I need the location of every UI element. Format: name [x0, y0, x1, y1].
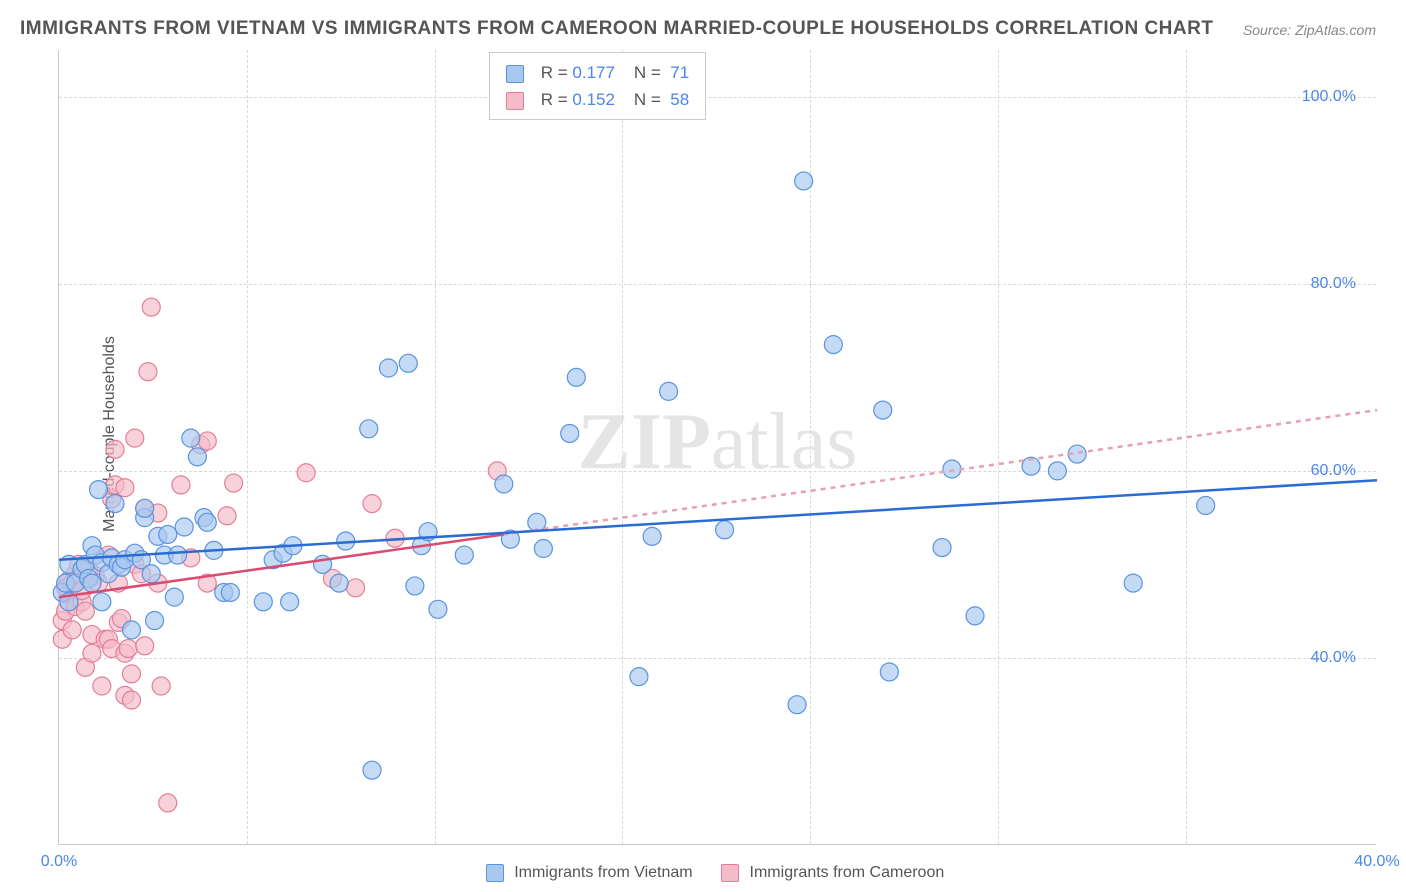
- data-point: [122, 621, 140, 639]
- data-point: [363, 761, 381, 779]
- data-point: [122, 691, 140, 709]
- data-point: [182, 429, 200, 447]
- data-point: [429, 600, 447, 618]
- data-point: [136, 499, 154, 517]
- y-tick-label: 80.0%: [1311, 275, 1356, 293]
- data-point: [660, 382, 678, 400]
- source-label: Source: ZipAtlas.com: [1243, 22, 1376, 38]
- scatter-plot: [59, 50, 1376, 844]
- data-point: [1197, 496, 1215, 514]
- data-point: [795, 172, 813, 190]
- data-point: [455, 546, 473, 564]
- data-point: [116, 479, 134, 497]
- data-point: [188, 448, 206, 466]
- data-point: [567, 368, 585, 386]
- y-tick-label: 60.0%: [1311, 462, 1356, 480]
- data-point: [218, 507, 236, 525]
- data-point: [106, 440, 124, 458]
- data-point: [136, 637, 154, 655]
- plot-area: ZIPatlas R = 0.177 N = 71 R = 0.152 N = …: [58, 50, 1376, 845]
- stats-row-a: R = 0.177 N = 71: [506, 59, 689, 86]
- stats-legend-box: R = 0.177 N = 71 R = 0.152 N = 58: [489, 52, 706, 120]
- data-point: [126, 429, 144, 447]
- chart-title: IMMIGRANTS FROM VIETNAM VS IMMIGRANTS FR…: [20, 18, 1213, 40]
- data-point: [142, 298, 160, 316]
- data-point: [254, 593, 272, 611]
- trend-line: [504, 410, 1377, 534]
- swatch-series-b: [721, 864, 739, 882]
- data-point: [943, 460, 961, 478]
- data-point: [146, 612, 164, 630]
- data-point: [106, 495, 124, 513]
- data-point: [380, 359, 398, 377]
- data-point: [716, 521, 734, 539]
- data-point: [90, 481, 108, 499]
- data-point: [225, 474, 243, 492]
- data-point: [152, 677, 170, 695]
- stats-row-b: R = 0.152 N = 58: [506, 86, 689, 113]
- data-point: [122, 665, 140, 683]
- data-point: [175, 518, 193, 536]
- data-point: [139, 363, 157, 381]
- data-point: [169, 546, 187, 564]
- data-point: [198, 513, 216, 531]
- data-point: [159, 525, 177, 543]
- data-point: [643, 527, 661, 545]
- data-point: [495, 475, 513, 493]
- data-point: [630, 668, 648, 686]
- data-point: [399, 354, 417, 372]
- data-point: [1124, 574, 1142, 592]
- data-point: [824, 336, 842, 354]
- data-point: [198, 432, 216, 450]
- data-point: [363, 495, 381, 513]
- swatch-series-a: [486, 864, 504, 882]
- y-tick-label: 40.0%: [1311, 649, 1356, 667]
- data-point: [1048, 462, 1066, 480]
- data-point: [76, 602, 94, 620]
- data-point: [119, 640, 137, 658]
- data-point: [534, 540, 552, 558]
- data-point: [347, 579, 365, 597]
- data-point: [221, 583, 239, 601]
- data-point: [63, 621, 81, 639]
- data-point: [297, 464, 315, 482]
- swatch-series-a: [506, 65, 524, 83]
- data-point: [142, 565, 160, 583]
- data-point: [880, 663, 898, 681]
- data-point: [83, 644, 101, 662]
- chart-container: IMMIGRANTS FROM VIETNAM VS IMMIGRANTS FR…: [0, 0, 1406, 892]
- data-point: [933, 539, 951, 557]
- data-point: [874, 401, 892, 419]
- data-point: [966, 607, 984, 625]
- swatch-series-b: [506, 92, 524, 110]
- data-point: [788, 696, 806, 714]
- data-point: [561, 424, 579, 442]
- legend-label-a: Immigrants from Vietnam: [514, 864, 692, 881]
- legend-label-b: Immigrants from Cameroon: [750, 864, 945, 881]
- data-point: [83, 574, 101, 592]
- data-point: [159, 794, 177, 812]
- bottom-legend: Immigrants from Vietnam Immigrants from …: [0, 864, 1406, 882]
- data-point: [281, 593, 299, 611]
- data-point: [93, 593, 111, 611]
- data-point: [406, 577, 424, 595]
- data-point: [330, 574, 348, 592]
- y-tick-label: 100.0%: [1302, 88, 1356, 106]
- data-point: [165, 588, 183, 606]
- data-point: [93, 677, 111, 695]
- data-point: [172, 476, 190, 494]
- trend-line: [59, 480, 1377, 560]
- data-point: [360, 420, 378, 438]
